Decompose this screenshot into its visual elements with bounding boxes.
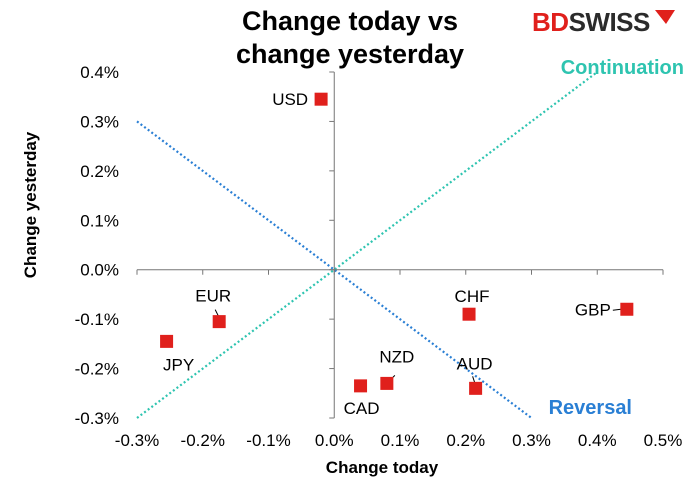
data-point-cad bbox=[354, 379, 368, 393]
reference-line-reversal bbox=[136, 120, 533, 419]
data-point-jpy bbox=[160, 334, 174, 348]
x-tick-label: 0.3% bbox=[512, 431, 551, 450]
reference-line-continuation bbox=[136, 71, 598, 419]
y-axis-label: Change yesterday bbox=[21, 131, 40, 278]
reference-lines bbox=[136, 71, 598, 419]
y-tick-label: -0.1% bbox=[75, 310, 119, 329]
y-tick-label: 0.1% bbox=[80, 211, 119, 230]
data-label-chf: CHF bbox=[455, 287, 490, 306]
y-tick-label: 0.4% bbox=[80, 63, 119, 82]
label-leader-line bbox=[472, 376, 476, 383]
reference-label-reversal: Reversal bbox=[549, 397, 632, 419]
x-tick-label: 0.5% bbox=[644, 431, 683, 450]
label-leader-line bbox=[214, 309, 219, 316]
y-tick-label: -0.3% bbox=[75, 409, 119, 428]
ticks: 0.4% 0.3% 0.2% 0.1% 0.0% -0.1% -0.2% -0.3% -0.3%… bbox=[75, 63, 683, 450]
data-label-usd: USD bbox=[272, 90, 308, 109]
data-point-chf bbox=[462, 307, 476, 321]
data-label-aud: AUD bbox=[457, 354, 493, 373]
svg-text:BDSWISS: BDSWISS bbox=[532, 7, 650, 37]
data-label-cad: CAD bbox=[344, 399, 380, 418]
x-tick-label: 0.2% bbox=[446, 431, 485, 450]
chart-title-line-1: Change today vs bbox=[242, 6, 458, 36]
reference-label-continuation: Continuation bbox=[561, 57, 684, 79]
brand-name-left: BD bbox=[532, 7, 569, 37]
data-label-jpy: JPY bbox=[163, 355, 194, 374]
x-tick-label: -0.1% bbox=[246, 431, 290, 450]
data-point-gbp bbox=[620, 302, 634, 316]
data-label-gbp: GBP bbox=[575, 300, 611, 319]
brand-logo: BDSWISS bbox=[532, 7, 675, 37]
data-label-eur: EUR bbox=[195, 287, 231, 306]
brand-triangle-icon bbox=[655, 10, 675, 24]
y-tick-label: 0.3% bbox=[80, 112, 119, 131]
x-tick-label: -0.2% bbox=[181, 431, 225, 450]
y-tick-label: -0.2% bbox=[75, 360, 119, 379]
x-tick-label: -0.3% bbox=[115, 431, 159, 450]
data-point-aud bbox=[469, 381, 483, 395]
data-label-nzd: NZD bbox=[379, 347, 414, 366]
data-point-eur bbox=[212, 315, 226, 329]
label-leader-line bbox=[612, 308, 621, 311]
x-tick-label: 0.1% bbox=[381, 431, 420, 450]
x-tick-label: 0.4% bbox=[578, 431, 617, 450]
x-axis-label: Change today bbox=[326, 458, 439, 477]
brand-name-right: SWISS bbox=[569, 7, 650, 37]
y-tick-label: 0.2% bbox=[80, 162, 119, 181]
x-tick-label: 0.0% bbox=[315, 431, 354, 450]
chart-title-line-2: change yesterday bbox=[236, 39, 464, 69]
data-point-usd bbox=[314, 92, 328, 106]
data-point-nzd bbox=[380, 376, 394, 390]
data-points: USD EUR JPY CHF GBP NZD CAD AUD bbox=[160, 90, 634, 418]
y-tick-label: 0.0% bbox=[80, 261, 119, 280]
reference-labels: Continuation Reversal bbox=[549, 57, 684, 419]
